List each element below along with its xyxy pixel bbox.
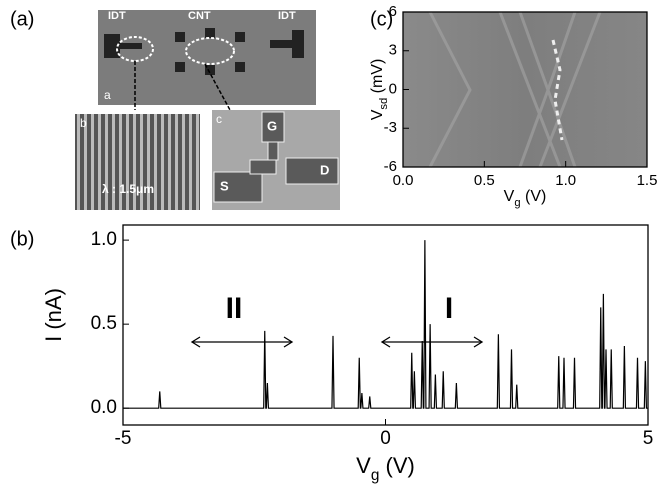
panel-label: (a) <box>10 8 34 30</box>
photo-text: IDT <box>278 10 296 22</box>
photo-text: b <box>80 116 87 130</box>
axis-label-part: g <box>514 197 520 209</box>
photo-text: IDT <box>108 10 126 22</box>
photo-text: λ : 1.5μm <box>102 182 154 196</box>
axis-label-part: V <box>356 453 371 478</box>
axis-label-part: sd <box>378 98 390 110</box>
device-photo: IDT CNT IDT a <box>98 10 316 111</box>
x-tick-label: 5 <box>643 428 654 449</box>
photo-text: a <box>104 88 111 102</box>
annotation: I <box>445 292 453 325</box>
x-tick-label: -5 <box>115 428 132 449</box>
axis-label-part: (mV) <box>369 59 386 98</box>
axis-label-part: V <box>369 109 386 120</box>
heatmap-image <box>403 11 647 168</box>
axis-label-part: (V) <box>521 188 547 205</box>
y-tick-label: 0.0 <box>91 397 117 418</box>
x-tick-label: 0 <box>380 428 391 449</box>
axis-label-part: g <box>371 467 380 484</box>
plot-frame <box>122 224 649 426</box>
data-line <box>123 240 648 409</box>
plot-frame <box>402 11 648 168</box>
photo-text: CNT <box>188 10 211 22</box>
panel-label: (b) <box>10 228 34 250</box>
photo-text: S <box>220 178 229 193</box>
sem-photo: c G S D <box>212 110 340 210</box>
arrow-head <box>380 336 484 348</box>
axis-label: Vsd (mV) <box>369 59 390 121</box>
photo-text: G <box>267 118 277 133</box>
y-tick-label: 0 <box>389 80 397 97</box>
y-tick-label: 0.5 <box>91 313 117 334</box>
axis-label: Vg (V) <box>504 188 547 209</box>
x-tick-label: 1.5 <box>637 172 658 189</box>
panel-label: (c) <box>370 8 393 30</box>
x-tick-label: 1.0 <box>555 172 576 189</box>
axis-label: I (nA) <box>41 288 66 342</box>
photo-text: D <box>320 162 329 177</box>
photo-text: c <box>216 112 222 126</box>
y-tick-label: 3 <box>389 42 397 59</box>
x-tick-label: 0.0 <box>393 172 414 189</box>
arrow-head <box>190 336 294 348</box>
axis-label: Vg (V) <box>356 453 415 484</box>
grating-photo: b λ : 1.5μm <box>75 114 200 210</box>
axis-label-part: V <box>504 188 515 205</box>
y-tick-label: 1.0 <box>91 229 117 250</box>
annotation: II <box>226 292 243 325</box>
axis-label-part: (V) <box>379 453 414 478</box>
y-tick-label: 6 <box>389 3 397 20</box>
x-tick-label: 0.5 <box>474 172 495 189</box>
y-tick-label: -6 <box>384 158 397 175</box>
y-tick-label: -3 <box>384 119 397 136</box>
